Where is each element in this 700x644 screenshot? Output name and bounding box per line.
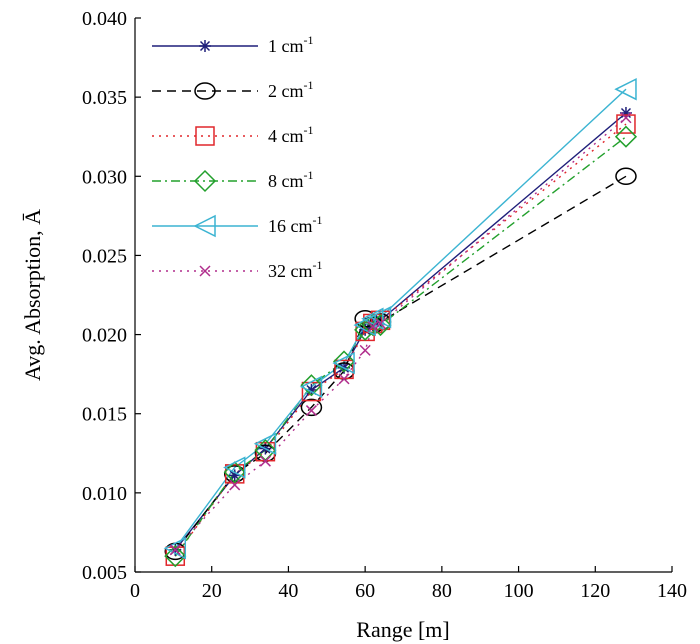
legend-label: 8 cm-1 bbox=[268, 168, 314, 191]
x-tick-label: 100 bbox=[504, 580, 534, 602]
legend-label-superscript: -1 bbox=[304, 78, 314, 92]
axes bbox=[134, 18, 672, 573]
data-point bbox=[300, 398, 323, 417]
legend-label-text: 4 cm bbox=[268, 126, 304, 146]
legend-item: 16 cm-1 bbox=[152, 213, 323, 238]
legend-label-superscript: -1 bbox=[313, 258, 323, 272]
data-point bbox=[361, 307, 384, 330]
x-tick-label: 20 bbox=[202, 580, 222, 602]
legend-label: 16 cm-1 bbox=[268, 213, 323, 236]
data-point bbox=[359, 344, 371, 356]
data-point bbox=[620, 112, 632, 124]
legend-marker bbox=[194, 82, 216, 100]
y-tick-label: 0.035 bbox=[82, 87, 127, 109]
data-point bbox=[229, 479, 241, 491]
x-axis-title: Range [m] bbox=[356, 617, 449, 642]
data-point bbox=[300, 374, 323, 397]
legend-label: 4 cm-1 bbox=[268, 123, 314, 146]
legend-label-text: 32 cm bbox=[268, 261, 313, 281]
data-point bbox=[299, 375, 323, 399]
series-lines bbox=[174, 88, 627, 557]
data-point bbox=[259, 455, 271, 467]
legend-label-text: 16 cm bbox=[268, 216, 313, 236]
legend-label-text: 2 cm bbox=[268, 81, 304, 101]
data-point bbox=[164, 545, 187, 568]
data-point bbox=[305, 405, 317, 417]
legend-label-superscript: -1 bbox=[304, 123, 314, 137]
data-point bbox=[254, 439, 277, 462]
data-point bbox=[369, 314, 392, 337]
legend-marker bbox=[193, 214, 216, 238]
x-tick-label: 40 bbox=[278, 580, 298, 602]
data-point bbox=[614, 125, 638, 148]
legend-item: 4 cm-1 bbox=[152, 123, 314, 146]
x-tick-label: 60 bbox=[355, 580, 375, 602]
legend-label: 2 cm-1 bbox=[268, 78, 314, 101]
legend-item: 2 cm-1 bbox=[152, 78, 314, 101]
y-tick-label: 0.010 bbox=[82, 483, 127, 505]
y-tick-label: 0.025 bbox=[82, 245, 127, 267]
data-point bbox=[169, 544, 181, 556]
series-line bbox=[174, 112, 627, 551]
series-markers bbox=[163, 78, 638, 568]
data-point bbox=[223, 456, 246, 479]
legend-marker bbox=[195, 126, 215, 146]
legend-label-text: 8 cm bbox=[268, 171, 304, 191]
x-tick-label: 140 bbox=[657, 580, 687, 602]
x-tick-label: 0 bbox=[130, 580, 140, 602]
legend-label-superscript: -1 bbox=[304, 168, 314, 182]
legend-label: 1 cm-1 bbox=[268, 33, 314, 56]
data-point bbox=[614, 78, 637, 101]
x-tick-label: 80 bbox=[432, 580, 452, 602]
legend-marker bbox=[199, 40, 211, 52]
y-tick-label: 0.005 bbox=[82, 562, 127, 584]
series-line bbox=[174, 175, 627, 552]
legend-marker bbox=[193, 169, 217, 193]
legend-marker bbox=[199, 265, 211, 277]
data-point bbox=[374, 317, 387, 330]
data-point bbox=[253, 432, 277, 456]
data-point bbox=[368, 305, 392, 329]
legend: 1 cm-12 cm-14 cm-18 cm-116 cm-132 cm-1 bbox=[152, 33, 323, 281]
data-point bbox=[332, 351, 355, 375]
legend-label: 32 cm-1 bbox=[268, 258, 323, 281]
data-point bbox=[332, 350, 356, 373]
data-point bbox=[615, 167, 637, 186]
y-tick-label: 0.015 bbox=[82, 404, 127, 426]
series-line bbox=[174, 136, 627, 557]
data-point bbox=[338, 373, 350, 385]
y-tick-label: 0.040 bbox=[82, 8, 127, 30]
series-line bbox=[174, 117, 627, 551]
data-point bbox=[163, 537, 187, 560]
x-ticks: 0 20 40 60 80 100 120 140 bbox=[130, 566, 687, 602]
data-point bbox=[367, 321, 379, 333]
y-ticks: 0.005 0.010 0.015 0.020 0.025 0.030 0.035 0.040 bbox=[82, 8, 141, 584]
y-axis-title: Avg. Absorption, Ā bbox=[20, 209, 45, 381]
legend-item: 32 cm-1 bbox=[152, 258, 323, 281]
x-tick-label: 120 bbox=[580, 580, 610, 602]
legend-label-superscript: -1 bbox=[304, 33, 314, 47]
legend-item: 1 cm-1 bbox=[152, 33, 314, 56]
legend-label-text: 1 cm bbox=[268, 36, 304, 56]
data-point bbox=[616, 114, 636, 134]
y-tick-label: 0.020 bbox=[82, 325, 127, 347]
legend-label-superscript: -1 bbox=[313, 213, 323, 227]
y-tick-label: 0.030 bbox=[82, 166, 127, 188]
legend-item: 8 cm-1 bbox=[152, 168, 314, 193]
